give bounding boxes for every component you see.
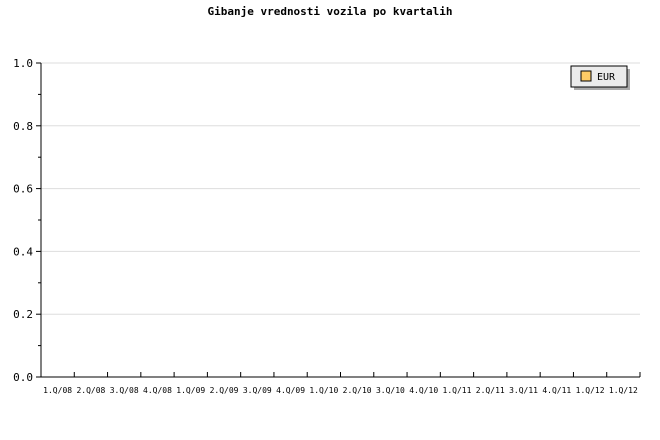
grid bbox=[41, 62, 640, 315]
y-tick-label: 0.8 bbox=[13, 120, 33, 133]
x-tick-label: 2.Q/09 bbox=[210, 386, 239, 395]
x-tick-label: 2.Q/10 bbox=[343, 386, 372, 395]
x-tick-label: 3.Q/09 bbox=[243, 386, 272, 395]
chart-title: Gibanje vrednosti vozila po kvartalih bbox=[207, 5, 452, 18]
x-tick-label: 4.Q/10 bbox=[409, 386, 438, 395]
x-tick-label: 2.Q/08 bbox=[76, 386, 105, 395]
x-axis: 1.Q/08 2.Q/08 3.Q/08 4.Q/08 1.Q/09 2.Q/09 3.Q/… bbox=[41, 372, 641, 395]
y-tick-label: 1.0 bbox=[13, 57, 33, 70]
x-tick-label: 1.Q/09 bbox=[176, 386, 205, 395]
x-tick-label: 4.Q/09 bbox=[276, 386, 305, 395]
y-tick-label: 0.4 bbox=[13, 245, 33, 258]
x-tick-label: 2.Q/11 bbox=[476, 386, 505, 395]
y-tick-label: 0.6 bbox=[13, 183, 33, 196]
legend: EUR bbox=[570, 65, 630, 90]
x-tick-label: 3.Q/11 bbox=[509, 386, 538, 395]
legend-swatch-eur bbox=[580, 70, 592, 82]
x-tick-label: 1.Q/10 bbox=[309, 386, 338, 395]
x-tick-label: 1.Q/12 bbox=[576, 386, 605, 395]
x-tick-label: 1.Q/11 bbox=[443, 386, 472, 395]
x-tick-label: 4.Q/08 bbox=[143, 386, 172, 395]
y-tick-label: 0.2 bbox=[13, 308, 33, 321]
x-tick-label: 1.Q/12 bbox=[609, 386, 638, 395]
legend-label-eur: EUR bbox=[597, 72, 616, 83]
x-tick-label: 3.Q/08 bbox=[110, 386, 139, 395]
y-axis: 0.0 0.2 0.4 0.6 0.8 1.0 bbox=[13, 57, 42, 384]
x-tick-label: 3.Q/10 bbox=[376, 386, 405, 395]
x-tick-label: 4.Q/11 bbox=[542, 386, 571, 395]
x-tick-label: 1.Q/08 bbox=[43, 386, 72, 395]
y-tick-label: 0.0 bbox=[13, 371, 33, 384]
